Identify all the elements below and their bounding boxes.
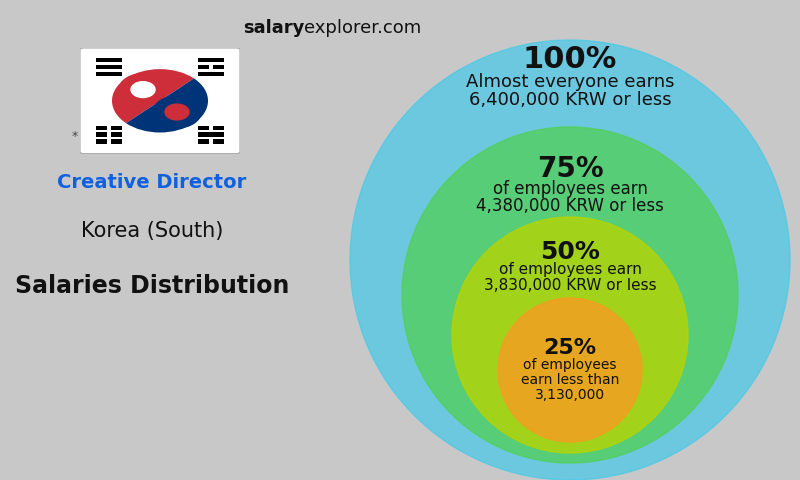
Circle shape (165, 104, 189, 120)
Circle shape (402, 127, 738, 463)
Bar (96, 58, 122, 62)
FancyBboxPatch shape (80, 48, 240, 154)
Text: 6,400,000 KRW or less: 6,400,000 KRW or less (469, 91, 671, 109)
Bar (96, 72, 122, 76)
Text: explorer.com: explorer.com (304, 19, 422, 37)
Text: 75%: 75% (537, 155, 603, 183)
Bar (214, 65, 224, 69)
Bar (198, 72, 224, 76)
Text: 3,830,000 KRW or less: 3,830,000 KRW or less (484, 278, 656, 293)
Bar (96, 132, 106, 137)
Text: Almost everyone earns: Almost everyone earns (466, 73, 674, 91)
Bar (111, 139, 122, 144)
Text: Creative Director: Creative Director (58, 173, 246, 192)
Wedge shape (126, 78, 208, 132)
Text: * Average Monthly Salary: * Average Monthly Salary (72, 130, 232, 143)
Bar (96, 126, 106, 130)
Wedge shape (112, 69, 194, 123)
Text: 4,380,000 KRW or less: 4,380,000 KRW or less (476, 197, 664, 215)
Bar (96, 139, 106, 144)
Bar (198, 58, 224, 62)
Text: earn less than: earn less than (521, 373, 619, 387)
Circle shape (498, 298, 642, 442)
Text: of employees earn: of employees earn (493, 180, 647, 198)
Circle shape (153, 96, 201, 128)
Bar (214, 126, 224, 130)
Bar (198, 126, 209, 130)
Text: 3,130,000: 3,130,000 (535, 388, 605, 402)
Bar (198, 139, 209, 144)
Bar (198, 65, 209, 69)
Text: Salaries Distribution: Salaries Distribution (15, 274, 289, 298)
Bar (111, 132, 122, 137)
Text: 50%: 50% (540, 240, 600, 264)
Text: salary: salary (242, 19, 304, 37)
Circle shape (119, 74, 167, 106)
Text: 100%: 100% (523, 45, 617, 74)
Text: 25%: 25% (543, 338, 597, 358)
Bar (111, 126, 122, 130)
Circle shape (452, 217, 688, 453)
Text: Korea (South): Korea (South) (81, 221, 223, 241)
Bar (214, 139, 224, 144)
Text: of employees earn: of employees earn (498, 262, 642, 277)
Text: of employees: of employees (523, 358, 617, 372)
Bar (96, 65, 122, 69)
Circle shape (350, 40, 790, 480)
Bar (198, 132, 224, 137)
Circle shape (131, 82, 155, 97)
